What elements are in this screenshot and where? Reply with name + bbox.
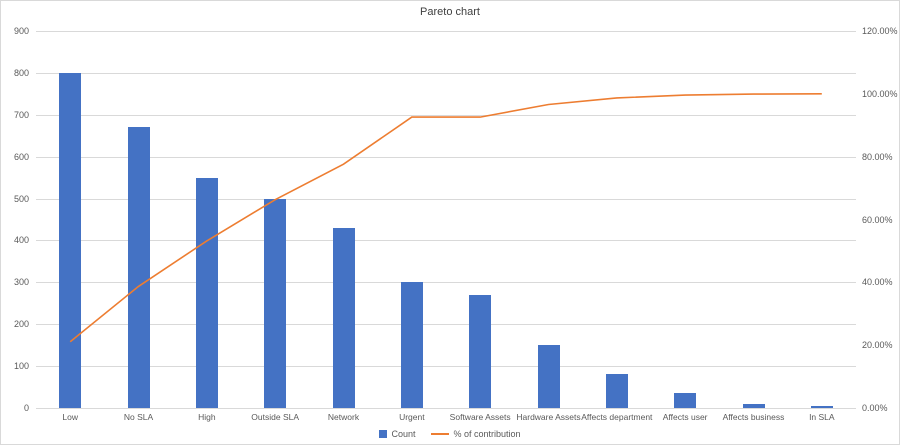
bar-software-assets [469, 294, 492, 408]
gridline [36, 72, 856, 74]
bar-affects-department [605, 374, 628, 408]
left-axis-tick-label: 200 [13, 319, 29, 330]
left-axis-tick-label: 100 [13, 361, 29, 372]
left-axis-tick-label: 500 [13, 193, 29, 204]
legend-item-contribution: % of contribution [431, 429, 521, 439]
left-axis-tick-label: 800 [13, 67, 29, 78]
x-axis-tick-label: Hardware Assets [516, 412, 581, 422]
bar-in-sla [810, 405, 833, 408]
x-axis-tick-label: Software Assets [449, 412, 511, 422]
chart-title: Pareto chart [420, 6, 480, 18]
x-axis-tick-label: Affects department [581, 412, 653, 422]
left-axis-tick-label: 300 [13, 277, 29, 288]
bar-low [59, 72, 82, 408]
gridline [36, 156, 856, 158]
gridline [36, 31, 856, 32]
gridline [36, 282, 856, 284]
gridline [36, 240, 856, 242]
contribution-polyline [69, 93, 822, 343]
bar-high [195, 177, 218, 408]
bar-hardware-assets [537, 345, 560, 408]
legend-label-count: Count [391, 429, 416, 439]
gridline [36, 408, 856, 409]
contribution-line-swatch-icon [431, 433, 450, 435]
left-axis-tick-label: 600 [13, 151, 29, 162]
bar-affects-user [674, 393, 697, 408]
left-axis-tick-label: 400 [13, 235, 29, 246]
legend-label-contribution: % of contribution [453, 429, 521, 439]
plot-area [36, 31, 856, 409]
x-axis-tick-label: Network [327, 412, 360, 422]
x-axis-tick-label: No SLA [123, 412, 154, 422]
right-axis-tick-label: 120.00% [862, 26, 898, 36]
bar-network [332, 227, 355, 408]
gridline [36, 198, 856, 200]
x-axis-tick-label: High [198, 412, 216, 422]
legend-item-count: Count [379, 429, 415, 439]
left-axis-tick-label: 900 [13, 26, 29, 36]
right-axis-tick-label: 20.00% [862, 340, 893, 351]
bar-outside-sla [264, 198, 287, 408]
right-axis-tick-label: 60.00% [862, 214, 893, 225]
gridline [36, 366, 856, 368]
x-axis-tick-label: Affects business [722, 412, 785, 422]
bar-affects-business [742, 403, 765, 408]
count-bar-swatch-icon [379, 430, 388, 438]
cumulative-line [69, 93, 822, 343]
bar-no-sla [127, 127, 150, 408]
right-axis-tick-label: 80.00% [862, 151, 893, 162]
gridline [36, 114, 856, 116]
right-axis-tick-label: 100.00% [862, 88, 898, 99]
x-axis-tick-label: In SLA [809, 412, 835, 422]
left-axis-tick-label: 0 [23, 403, 29, 413]
right-axis-tick-label: 40.00% [862, 277, 893, 288]
x-axis-tick-label: Outside SLA [251, 412, 300, 422]
left-axis-tick-label: 700 [13, 109, 29, 120]
right-axis-tick-label: 0.00% [862, 403, 888, 413]
x-axis-tick-label: Low [62, 412, 78, 422]
legend: Count % of contribution [1, 429, 899, 439]
gridline [36, 324, 856, 326]
x-axis-tick-label: Urgent [399, 412, 425, 422]
bar-urgent [400, 282, 423, 408]
x-axis-tick-label: Affects user [662, 412, 708, 422]
